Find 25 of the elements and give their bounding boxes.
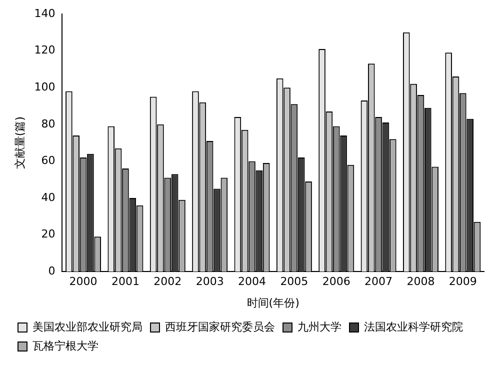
- legend-label: 瓦格宁根大学: [32, 339, 98, 352]
- legend-label: 西班牙国家研究委员会: [165, 320, 275, 334]
- y-tick-label: 60: [41, 154, 56, 168]
- x-tick-label: 2005: [280, 275, 308, 288]
- x-tick-label: 2001: [111, 275, 140, 288]
- x-axis-title: 时间(年份): [246, 296, 300, 310]
- y-tick-label: 0: [48, 264, 56, 278]
- legend-label: 九州大学: [298, 320, 342, 334]
- y-tick-label: 140: [34, 6, 56, 20]
- x-tick-label: 2008: [406, 275, 435, 288]
- y-tick-label: 40: [41, 190, 56, 204]
- x-tick-label: 2009: [448, 275, 477, 288]
- legend-label: 法国农业科学研究院: [364, 320, 463, 334]
- y-tick-label: 120: [34, 44, 56, 57]
- x-tick-label: 2000: [69, 275, 98, 288]
- x-tick-label: 2007: [364, 275, 393, 288]
- y-tick-label: 80: [41, 117, 56, 130]
- x-tick-label: 2002: [154, 275, 182, 288]
- x-tick-label: 2004: [238, 275, 266, 288]
- x-tick-label: 2006: [322, 275, 350, 288]
- y-axis-title: 文献量(篇): [13, 116, 26, 170]
- y-tick-label: 100: [34, 80, 56, 94]
- y-tick-label: 20: [41, 228, 56, 241]
- legend-label: 美国农业部农业研究局: [32, 320, 142, 334]
- x-tick-label: 2003: [196, 275, 224, 288]
